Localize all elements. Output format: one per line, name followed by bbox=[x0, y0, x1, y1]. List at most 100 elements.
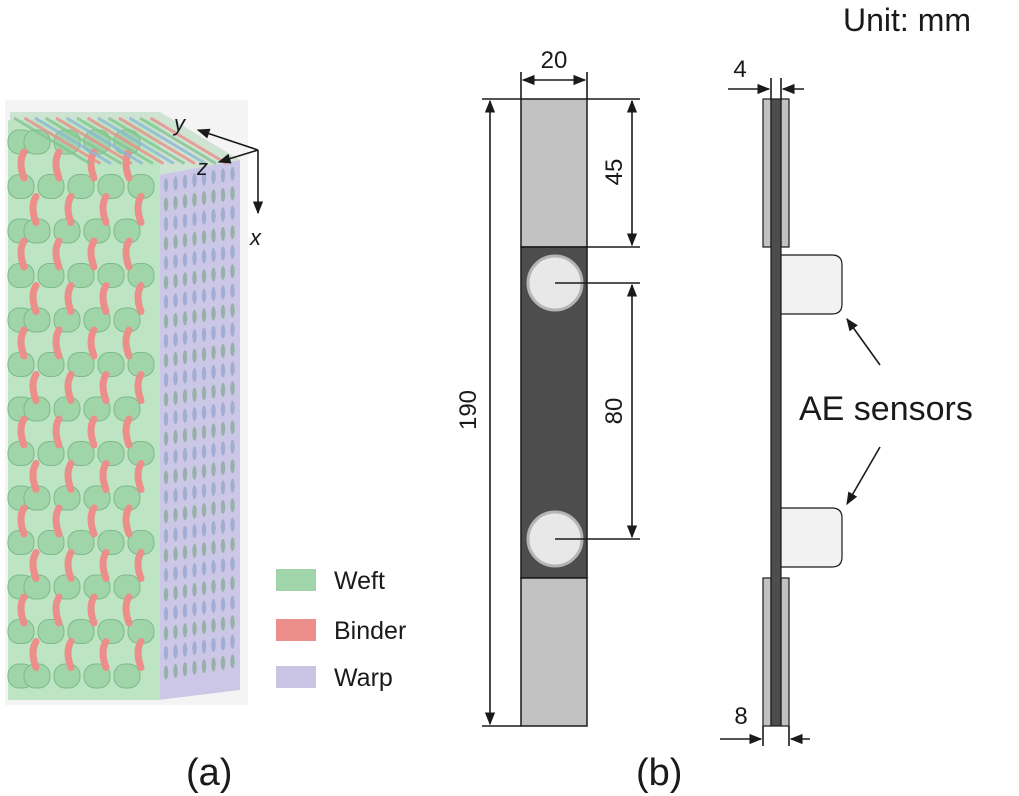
warp-tow-end bbox=[230, 166, 235, 181]
binder-tow bbox=[52, 504, 63, 538]
binder-tow bbox=[87, 504, 98, 538]
top-tow-stripe bbox=[97, 116, 175, 165]
binder-tow bbox=[99, 549, 110, 582]
legend-item-binder: Binder bbox=[276, 617, 406, 645]
warp-tow-end bbox=[182, 603, 188, 618]
warp-tow-end bbox=[163, 490, 169, 504]
warp-tow-end bbox=[211, 443, 216, 457]
warp-tow-ends bbox=[163, 166, 235, 680]
weft-tow bbox=[53, 663, 81, 689]
binder-tow bbox=[64, 371, 75, 404]
warp-tow-end bbox=[192, 173, 197, 188]
warp-tow-end bbox=[201, 171, 207, 186]
warp-tow-end bbox=[173, 254, 178, 269]
side-view bbox=[762, 98, 843, 727]
warp-tow-end bbox=[220, 343, 226, 358]
warp-tow-end bbox=[230, 634, 235, 649]
warp-tow-end bbox=[230, 615, 235, 630]
binder-tow bbox=[134, 638, 145, 671]
warp-tow-end bbox=[230, 381, 235, 396]
warp-tow-end bbox=[230, 342, 235, 357]
warp-tow-end bbox=[182, 467, 188, 482]
total-thickness-dimension: 8 bbox=[720, 703, 810, 746]
warp-tow-end bbox=[220, 324, 226, 339]
warp-tow-end bbox=[230, 205, 235, 220]
warp-tow-end bbox=[192, 426, 197, 441]
warp-tow-end bbox=[173, 566, 178, 581]
warp-tow-end bbox=[211, 560, 216, 574]
tab-dimension: 45 bbox=[587, 98, 640, 248]
warp-tow-end bbox=[211, 540, 216, 555]
tab-thickness-label: 4 bbox=[733, 56, 746, 83]
weft-tow bbox=[83, 307, 111, 333]
warp-tow-end bbox=[211, 170, 216, 184]
warp-tow-end bbox=[201, 620, 207, 635]
warp-tow-end bbox=[192, 290, 197, 305]
binder-tow bbox=[122, 415, 133, 449]
binder-tow bbox=[99, 282, 110, 315]
binder-tow bbox=[17, 504, 28, 538]
warp-tow-end bbox=[173, 351, 178, 366]
warp-tow-end bbox=[230, 576, 235, 591]
warp-tow-end bbox=[173, 390, 178, 405]
weft-tow bbox=[67, 352, 95, 377]
top-tow-stripe bbox=[107, 116, 186, 165]
width-label: 20 bbox=[541, 47, 568, 74]
warp-tow-end bbox=[201, 425, 207, 440]
warp-tow-end bbox=[201, 347, 207, 362]
warp-tow-end bbox=[182, 545, 188, 560]
warp-tow-end bbox=[192, 621, 197, 636]
warp-tow-end bbox=[163, 529, 169, 543]
warp-tow-end bbox=[173, 429, 178, 444]
warp-tow-end bbox=[220, 499, 226, 514]
warp-tow-end bbox=[220, 421, 226, 436]
binder-tow bbox=[87, 593, 98, 627]
warp-tow-end bbox=[182, 194, 188, 209]
textile-model bbox=[5, 100, 248, 705]
legend-swatch-warp bbox=[276, 666, 316, 688]
warp-tow-end bbox=[201, 288, 207, 303]
weft-tow bbox=[97, 174, 125, 199]
warp-tow-end bbox=[163, 548, 169, 563]
warp-tow-end bbox=[182, 564, 188, 579]
warp-tow-end bbox=[201, 639, 207, 654]
binder-tow bbox=[134, 371, 145, 404]
top-tow-stripe bbox=[139, 116, 217, 165]
warp-tow-end bbox=[211, 306, 216, 321]
warp-tow-end bbox=[230, 322, 235, 337]
warp-tow-end bbox=[201, 405, 207, 420]
warp-tow-end bbox=[220, 207, 226, 222]
legend-label-weft: Weft bbox=[334, 567, 385, 595]
warp-tow-end bbox=[163, 295, 169, 309]
warp-tow-end bbox=[182, 408, 188, 423]
binder-tow bbox=[64, 460, 75, 493]
top-tow-stripe bbox=[76, 116, 154, 165]
warp-tow-end bbox=[201, 659, 207, 674]
warp-tow-end bbox=[182, 311, 188, 326]
warp-tow-end bbox=[173, 312, 178, 327]
warp-tow-end bbox=[201, 464, 207, 479]
warp-tow-end bbox=[230, 595, 235, 610]
warp-tow-end bbox=[201, 327, 207, 342]
warp-tow-end bbox=[163, 626, 169, 641]
warp-tow-end bbox=[182, 447, 188, 462]
binder-tow bbox=[99, 460, 110, 493]
weft-tow bbox=[67, 263, 95, 288]
warp-tow-end bbox=[192, 524, 197, 539]
binder-tow bbox=[52, 593, 63, 627]
binder-tow bbox=[122, 237, 133, 271]
warp-tow-end bbox=[163, 431, 169, 446]
warp-tow-end bbox=[211, 657, 216, 672]
warp-tow-end bbox=[220, 226, 226, 241]
warp-tow-end bbox=[230, 439, 235, 454]
warp-tow-end bbox=[173, 195, 178, 210]
warp-tow-end bbox=[230, 264, 235, 279]
binder-tow bbox=[29, 638, 40, 671]
weft-tow bbox=[97, 619, 125, 644]
warp-tow-end bbox=[163, 353, 169, 368]
warp-tow-end bbox=[220, 285, 226, 300]
top-tow-stripe bbox=[149, 116, 228, 165]
top-tow-stripe bbox=[55, 116, 133, 165]
binder-tow bbox=[17, 326, 28, 360]
warp-tow-end bbox=[182, 584, 188, 599]
